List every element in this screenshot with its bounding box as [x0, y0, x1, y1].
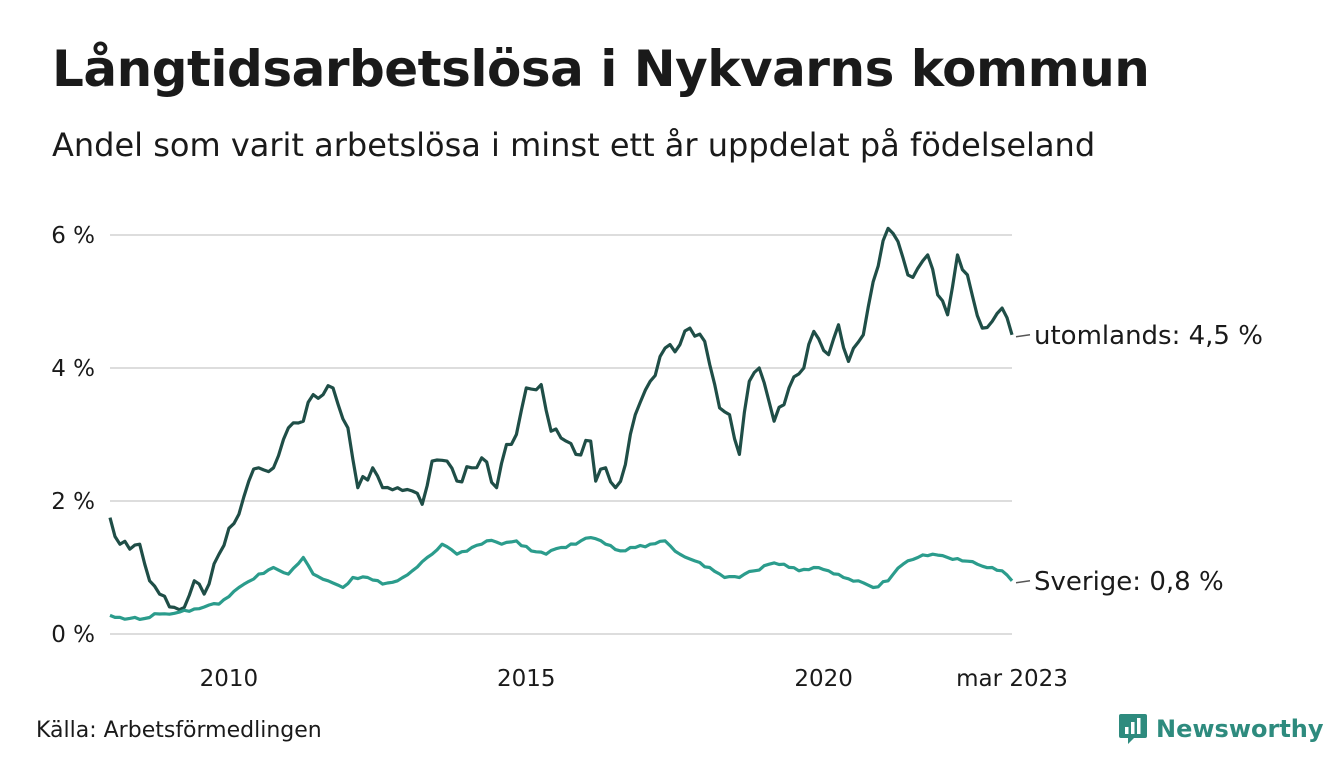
line-chart: 0 % 2 % 4 % 6 % 2010 2015 2020 mar 2023 utomland… [51, 223, 1263, 692]
y-tick-label: 6 % [51, 223, 95, 249]
x-tick-label: 2020 [794, 666, 853, 692]
chart-title: Långtidsarbetslösa i Nykvarns kommun [52, 40, 1150, 98]
chart-subtitle: Andel som varit arbetslösa i minst ett å… [52, 126, 1096, 164]
series-end-label-utomlands: utomlands: 4,5 % [1034, 321, 1263, 351]
end-label-connector [1015, 334, 1031, 338]
x-tick-label: mar 2023 [956, 666, 1068, 692]
source-note: Källa: Arbetsförmedlingen [36, 718, 322, 743]
brand-name: Newsworthy [1156, 715, 1324, 743]
x-tick-label: 2015 [497, 666, 556, 692]
y-tick-label: 0 % [51, 622, 95, 648]
brand-logo[interactable]: Newsworthy [1118, 712, 1324, 746]
series-line-sverige [109, 536, 1014, 621]
y-tick-label: 4 % [51, 356, 95, 382]
y-tick-label: 2 % [51, 489, 95, 515]
newsworthy-logo-icon [1119, 714, 1147, 744]
x-tick-label: 2010 [200, 666, 259, 692]
end-label-connector [1015, 580, 1031, 584]
series-line-utomlands [108, 226, 1014, 612]
series-end-label-sverige: Sverige: 0,8 % [1034, 567, 1224, 597]
